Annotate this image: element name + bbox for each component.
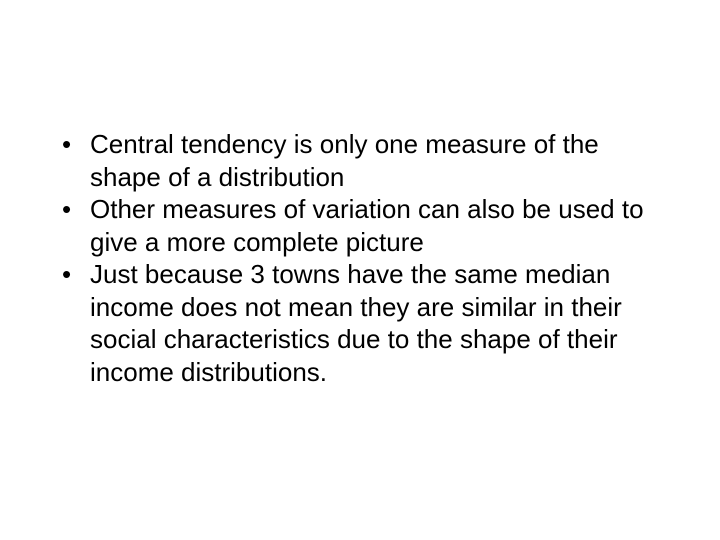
- bullet-text: Other measures of variation can also be …: [90, 194, 644, 257]
- list-item: Central tendency is only one measure of …: [54, 128, 650, 193]
- bullet-text: Just because 3 towns have the same media…: [90, 259, 622, 387]
- bullet-text: Central tendency is only one measure of …: [90, 129, 599, 192]
- list-item: Just because 3 towns have the same media…: [54, 258, 650, 388]
- slide: Central tendency is only one measure of …: [0, 0, 720, 540]
- bullet-list: Central tendency is only one measure of …: [54, 128, 650, 388]
- list-item: Other measures of variation can also be …: [54, 193, 650, 258]
